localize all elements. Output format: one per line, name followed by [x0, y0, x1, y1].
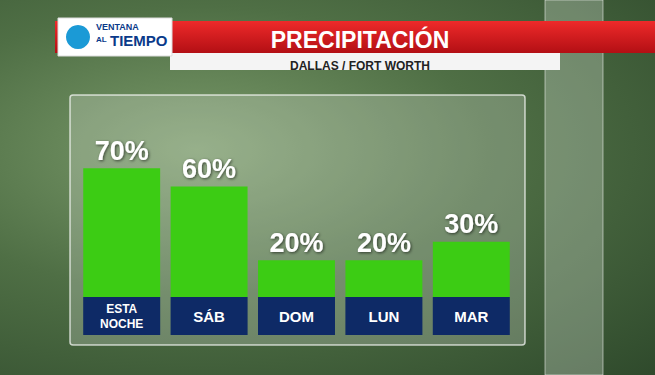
- svg-text:60%: 60%: [182, 154, 236, 184]
- svg-text:TIEMPO: TIEMPO: [110, 32, 168, 49]
- svg-text:20%: 20%: [357, 228, 411, 258]
- svg-text:ESTA: ESTA: [106, 302, 137, 316]
- svg-text:30%: 30%: [444, 209, 498, 239]
- svg-text:PRECIPITACIÓN: PRECIPITACIÓN: [271, 26, 449, 53]
- svg-text:70%: 70%: [95, 136, 149, 166]
- svg-text:DOM: DOM: [279, 308, 314, 325]
- svg-text:LUN: LUN: [368, 308, 399, 325]
- svg-text:DALLAS / FORT WORTH: DALLAS / FORT WORTH: [290, 59, 430, 73]
- svg-text:SÁB: SÁB: [193, 308, 225, 325]
- svg-text:AL: AL: [96, 35, 107, 44]
- svg-text:20%: 20%: [269, 228, 323, 258]
- svg-text:MAR: MAR: [454, 308, 488, 325]
- svg-text:NOCHE: NOCHE: [100, 317, 143, 331]
- svg-text:VENTANA: VENTANA: [96, 22, 139, 32]
